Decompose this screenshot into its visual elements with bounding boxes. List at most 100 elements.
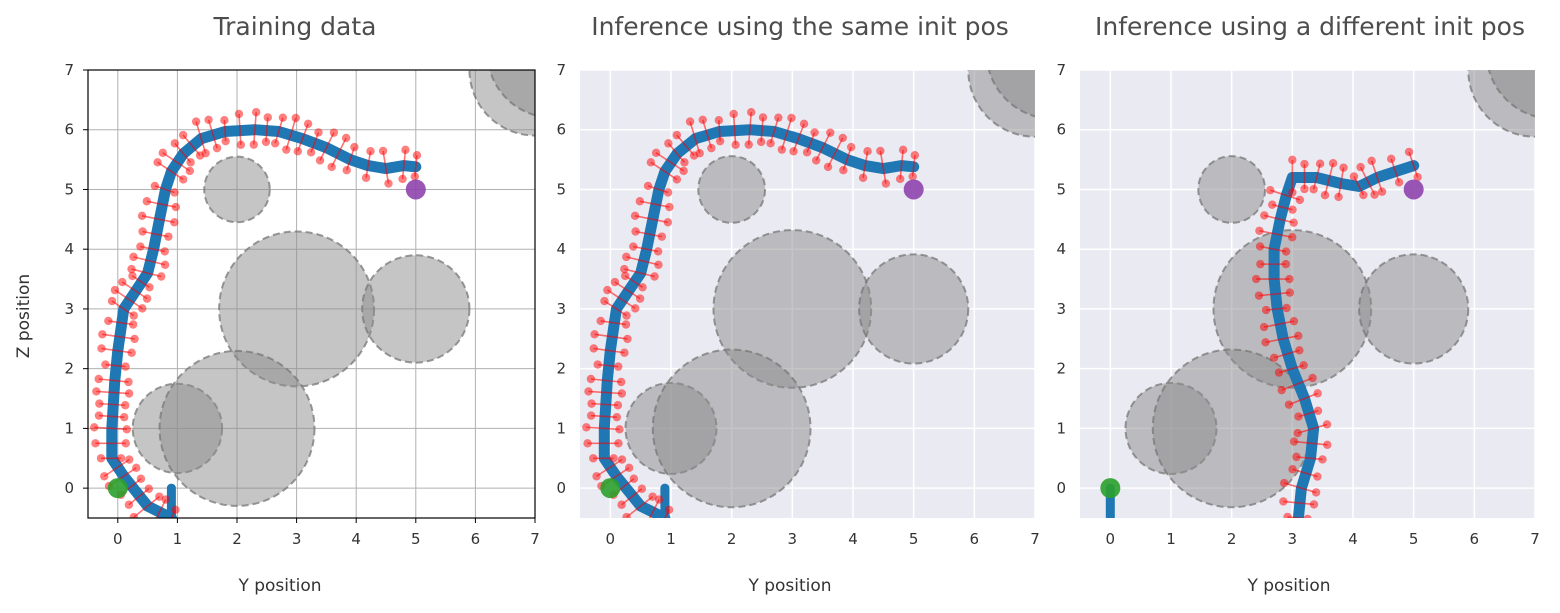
noise-point — [116, 454, 126, 463]
noise-link — [101, 347, 132, 354]
noise-point — [91, 439, 100, 448]
noise-link — [114, 289, 143, 310]
noise-point — [1349, 172, 1359, 181]
noise-point — [622, 512, 631, 518]
noise-point — [191, 117, 201, 126]
noise-point — [810, 128, 819, 137]
noise-link — [195, 121, 207, 154]
noise-point — [125, 455, 134, 464]
x-tick-label: 1 — [666, 530, 676, 548]
noise-point — [799, 119, 809, 129]
noise-point — [617, 455, 627, 464]
noise-point — [171, 505, 180, 515]
noise-point — [136, 242, 145, 251]
obstacles — [1124, 70, 1535, 509]
noise-point — [766, 139, 775, 148]
noise-link — [207, 119, 218, 149]
noise-link — [792, 123, 805, 152]
noise-point — [236, 140, 246, 150]
y-tick-label: 3 — [64, 300, 74, 318]
noise-link — [1259, 245, 1287, 253]
noise-point — [270, 139, 280, 148]
noise-point — [1288, 188, 1297, 197]
noise-point — [1311, 488, 1321, 497]
x-tick-label: 2 — [727, 530, 737, 548]
noise-point — [95, 399, 104, 408]
noise-point — [221, 136, 230, 146]
noise-point — [162, 523, 170, 531]
noise-point — [1386, 154, 1396, 164]
noise-point — [747, 108, 756, 117]
noise-point — [148, 522, 156, 530]
noise-point — [1251, 274, 1261, 284]
noise-link — [626, 256, 659, 266]
noise-link — [1264, 214, 1294, 224]
noise-point — [876, 146, 885, 156]
noise-link — [879, 150, 887, 184]
noise-link — [732, 113, 737, 145]
noise-link — [815, 132, 832, 161]
obstacle-circle — [651, 348, 812, 509]
noise-point — [635, 197, 645, 206]
noise-point — [142, 197, 151, 206]
noise-point — [136, 474, 146, 483]
noise-point — [220, 115, 229, 125]
noise-point — [119, 412, 129, 422]
noise-link — [98, 414, 125, 418]
x-tick-label: 7 — [530, 530, 540, 548]
noise-point — [648, 492, 657, 501]
noise-link — [650, 161, 678, 181]
noise-point — [589, 344, 598, 353]
y-tick-label: 7 — [64, 61, 74, 79]
obstacle-circle — [858, 253, 970, 365]
noise-point — [104, 316, 113, 326]
noise-point — [1256, 259, 1265, 269]
noise-point — [650, 272, 659, 281]
noise-link — [1370, 160, 1383, 192]
noise-point — [621, 271, 630, 281]
x-tick-label: 3 — [292, 530, 302, 548]
noise-point — [665, 202, 674, 212]
panel-3: 0 1 2 3 4 5 6 7 0 1 2 3 4 5 6 7 — [1056, 61, 1540, 548]
noise-point — [127, 264, 136, 274]
noise-point — [315, 156, 325, 165]
noise-point — [631, 227, 640, 236]
goal-marker — [903, 179, 924, 200]
noise-point — [1294, 331, 1303, 341]
noise-link — [1283, 500, 1315, 506]
x-tick-label: 1 — [1166, 530, 1176, 548]
noise-point — [1313, 472, 1322, 481]
noise-point — [1285, 288, 1295, 297]
noise-point — [603, 285, 612, 295]
noise-point — [185, 166, 195, 176]
noise-point — [170, 218, 179, 227]
noise-point — [637, 484, 647, 493]
noise-point — [153, 158, 162, 167]
noise-point — [160, 260, 170, 269]
x-tick-label: 7 — [1530, 530, 1540, 548]
x-tick-label: 6 — [970, 530, 980, 548]
noise-point — [631, 304, 640, 313]
panel-1-xlabel: Y position — [238, 576, 322, 596]
x-tick-label: 7 — [1030, 530, 1040, 548]
noise-point — [122, 425, 132, 434]
noise-link — [238, 113, 242, 145]
noise-link — [600, 320, 627, 326]
noise-point — [1292, 452, 1301, 462]
noise-point — [758, 113, 768, 122]
noise-link — [285, 117, 297, 150]
noise-link — [586, 426, 620, 431]
noise-link — [128, 488, 150, 506]
noise-point — [129, 311, 138, 320]
noise-link — [103, 458, 130, 477]
noise-link — [606, 289, 636, 310]
noise-point — [1308, 373, 1317, 383]
obstacle-circle — [203, 155, 271, 224]
y-tick-label: 1 — [64, 419, 74, 437]
noise-point — [128, 320, 138, 329]
noise-link — [634, 215, 669, 224]
noise-point — [278, 113, 288, 122]
noise-link — [621, 488, 643, 506]
noise-point — [1323, 440, 1332, 450]
noise-point — [1318, 455, 1327, 464]
